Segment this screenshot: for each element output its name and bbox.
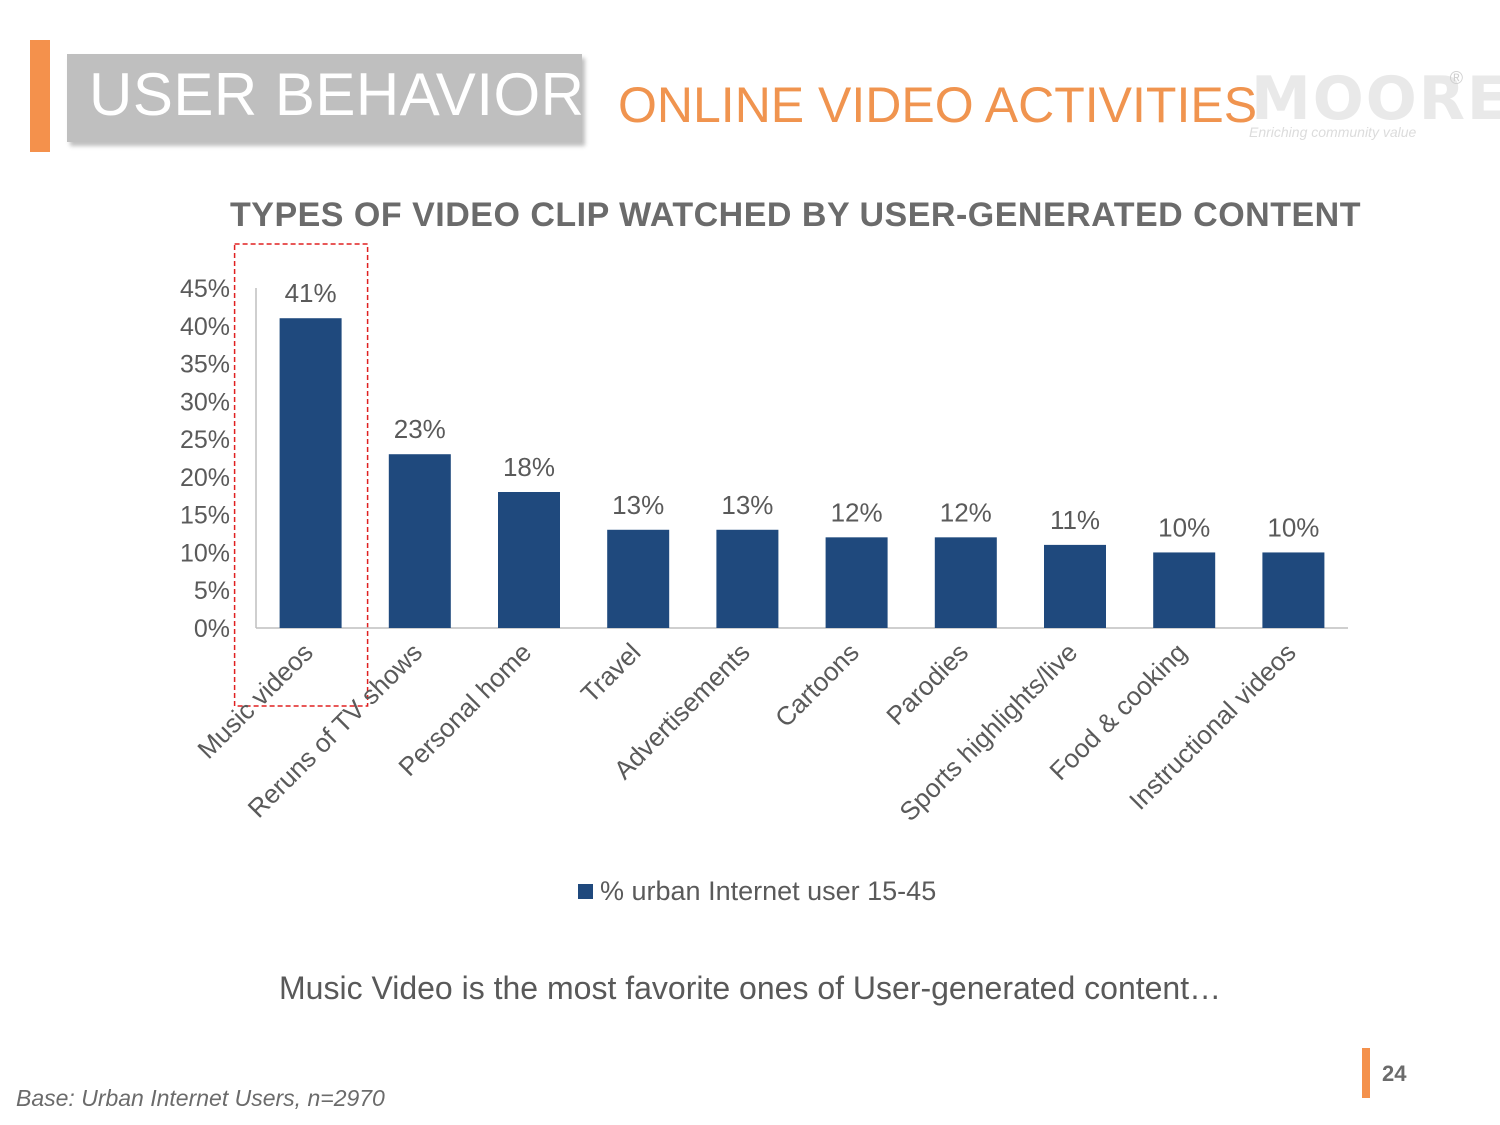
y-tick-label: 5% [194,577,230,605]
base-note: Base: Urban Internet Users, n=2970 [16,1085,385,1111]
bar [1262,552,1325,628]
logo-wordmark: MOORE [1251,64,1500,134]
bar [1044,544,1106,628]
takeaway-text: Music Video is the most favorite ones of… [279,970,1222,1006]
logo-tagline: Enriching community value [1249,124,1417,140]
section-title: USER BEHAVIOR [89,61,585,128]
data-label: 23% [394,414,446,444]
slide-subtitle: ONLINE VIDEO ACTIVITIES [618,77,1258,133]
data-label: 10% [1267,512,1319,542]
bar [279,318,342,628]
data-label: 13% [612,490,664,520]
legend-swatch [578,884,593,899]
bar [716,529,779,628]
data-label: 18% [503,452,555,482]
x-category-label: Cartoons [769,637,865,733]
bar [934,537,997,628]
y-tick-label: 45% [180,275,230,303]
bar [825,537,888,628]
x-category-label: Parodies [880,637,974,731]
bar [1153,552,1216,628]
chart-title: TYPES OF VIDEO CLIP WATCHED BY USER-GENE… [230,196,1361,234]
y-tick-label: 10% [180,539,230,567]
y-tick-label: 20% [180,464,230,492]
highlight-box [233,243,369,707]
x-category-label: Sports highlights/live [893,637,1083,827]
chart-legend: % urban Internet user 15-45 [578,876,936,907]
y-tick-label: 0% [194,615,230,643]
bar [607,529,670,628]
x-category-label: Travel [575,637,647,709]
moore-logo: MOORE ® Enriching community value [1245,64,1500,146]
data-label: 12% [831,497,883,527]
bar [498,492,560,628]
y-tick-label: 40% [180,313,230,341]
bar [388,454,451,628]
title-accent-bar [30,40,50,152]
registered-mark-icon: ® [1449,68,1463,88]
y-tick-label: 25% [180,426,230,454]
y-tick-label: 30% [180,388,230,416]
page-number-accent [1362,1048,1370,1098]
data-label: 11% [1050,505,1100,535]
data-label: 13% [721,490,773,520]
section-title-box: USER BEHAVIOR [67,54,585,142]
data-label: 12% [940,497,992,527]
y-tick-label: 15% [180,502,230,530]
y-tick-label: 35% [180,351,230,379]
legend-label: % urban Internet user 15-45 [600,876,937,906]
page-number: 24 [1382,1061,1407,1086]
data-label: 41% [285,278,337,308]
data-label: 10% [1158,512,1210,542]
